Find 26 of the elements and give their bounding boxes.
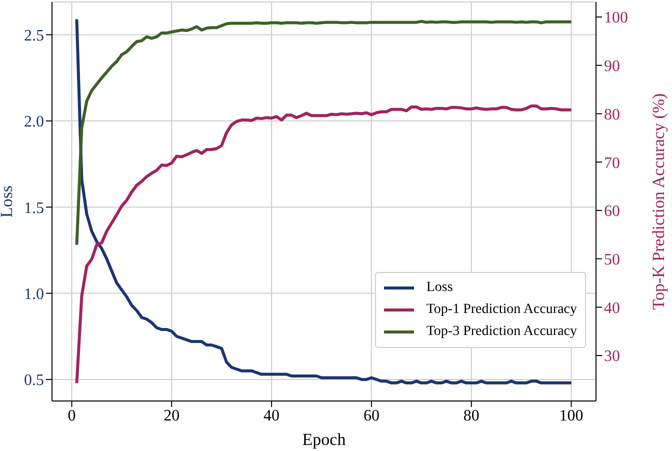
y2-tick-label: 90 bbox=[604, 58, 620, 76]
y-tick-label: 1.5 bbox=[24, 200, 44, 217]
y2-tick-label: 30 bbox=[604, 348, 620, 366]
legend-label: Loss bbox=[426, 279, 453, 297]
x-tick-label: 40 bbox=[264, 407, 280, 424]
y2-tick-label: 40 bbox=[604, 300, 620, 317]
y-tick-label: 2.5 bbox=[24, 27, 44, 44]
y2-tick-label: 70 bbox=[604, 154, 620, 172]
y2-tick-label: 80 bbox=[604, 106, 620, 124]
x-tick-label: 0 bbox=[68, 407, 76, 424]
x-tick-label: 100 bbox=[559, 407, 584, 424]
y2-axis-title: Top-K Prediction Accuracy (%) bbox=[649, 93, 668, 310]
x-tick-label: 60 bbox=[363, 407, 380, 424]
y2-tick-label: 100 bbox=[604, 10, 628, 27]
x-tick-label: 20 bbox=[164, 407, 180, 424]
legend-label: Top-3 Prediction Accuracy bbox=[426, 323, 577, 341]
y2-tick-label: 60 bbox=[604, 203, 620, 220]
x-axis-title: Epoch bbox=[302, 430, 346, 449]
line-series bbox=[75, 20, 573, 246]
y2-tick-label: 50 bbox=[604, 251, 620, 268]
y-tick-label: 2.0 bbox=[24, 114, 44, 131]
x-tick-label: 80 bbox=[463, 407, 480, 424]
legend-label: Top-1 Prediction Accuracy bbox=[426, 301, 577, 319]
y-tick-label: 0.5 bbox=[24, 372, 44, 390]
y-axis-title: Loss bbox=[0, 185, 16, 218]
y-tick-label: 1.0 bbox=[24, 286, 44, 303]
